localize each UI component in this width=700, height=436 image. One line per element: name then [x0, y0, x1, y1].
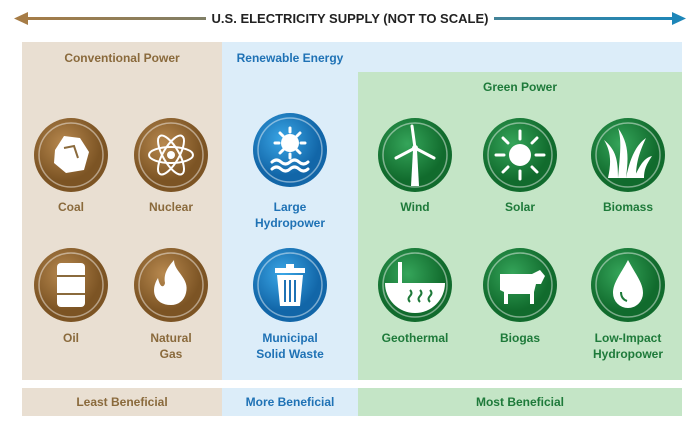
- wind-icon: [378, 118, 452, 192]
- item-label: Hydropower: [593, 347, 663, 361]
- natural-gas-icon: [134, 248, 208, 322]
- footer-label: More Beneficial: [246, 395, 335, 409]
- item-label: Geothermal: [382, 331, 449, 345]
- title: U.S. ELECTRICITY SUPPLY (NOT TO SCALE): [212, 11, 489, 26]
- item-label: Biomass: [603, 200, 653, 214]
- item-label: Solar: [505, 200, 535, 214]
- large-hydropower-icon: [253, 113, 327, 187]
- item-label: Coal: [58, 200, 84, 214]
- item-label: Natural: [150, 331, 191, 345]
- item-label: Solid Waste: [256, 347, 324, 361]
- geothermal-icon: [378, 248, 452, 322]
- item-label: Hydropower: [255, 216, 325, 230]
- footer-label: Least Beneficial: [76, 395, 167, 409]
- footer-most: [358, 388, 682, 416]
- item-label: Low-Impact: [595, 331, 662, 345]
- section-title: Renewable Energy: [237, 51, 344, 65]
- coal-icon: [34, 118, 108, 192]
- nuclear-icon: [134, 118, 208, 192]
- item-label: Nuclear: [149, 200, 193, 214]
- biomass-icon: [591, 118, 665, 192]
- item-label: Biogas: [500, 331, 540, 345]
- footer-more: [222, 388, 358, 416]
- solar-icon: [483, 118, 557, 192]
- section-title: Green Power: [483, 80, 557, 94]
- arrow: [14, 8, 686, 30]
- oil-icon: [34, 248, 108, 322]
- biogas-icon: [483, 248, 557, 322]
- section-title: Conventional Power: [64, 51, 180, 65]
- footer-least: [22, 388, 222, 416]
- low-impact-hydropower-icon: [591, 248, 665, 322]
- item-label: Oil: [63, 331, 79, 345]
- footer-label: Most Beneficial: [476, 395, 564, 409]
- item-label: Large: [274, 200, 307, 214]
- item-label: Gas: [160, 347, 183, 361]
- conventional-panel: [22, 42, 222, 380]
- municipal-solid-waste-icon: [253, 248, 327, 322]
- item-label: Wind: [400, 200, 429, 214]
- item-label: Municipal: [262, 331, 317, 345]
